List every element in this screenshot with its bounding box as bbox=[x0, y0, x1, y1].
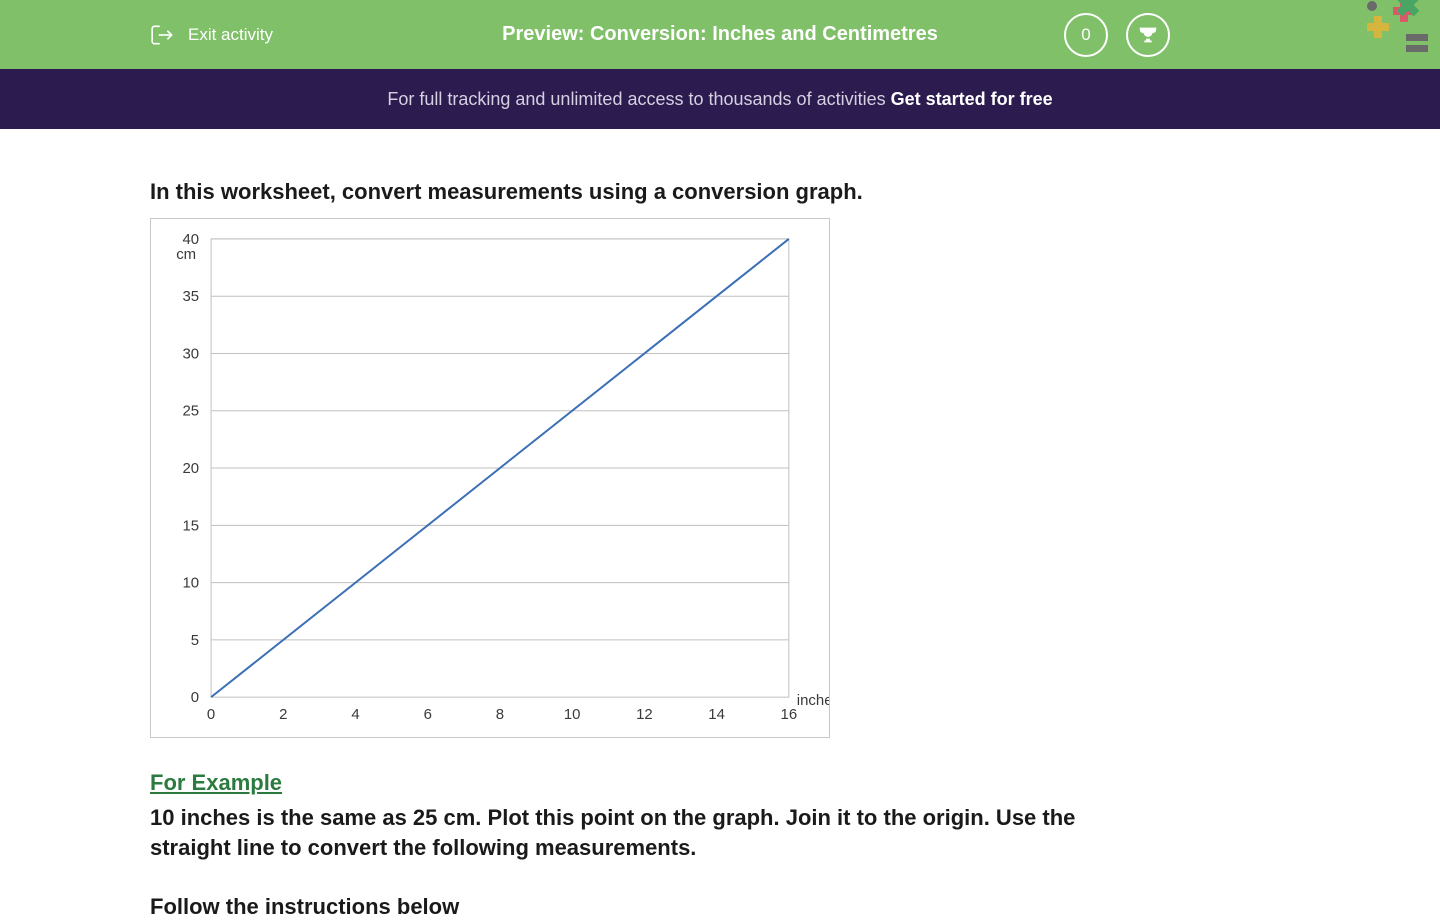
svg-text:cm: cm bbox=[176, 246, 196, 263]
svg-text:4: 4 bbox=[351, 706, 359, 723]
svg-text:10: 10 bbox=[182, 574, 199, 591]
svg-text:0: 0 bbox=[191, 689, 199, 706]
svg-text:6: 6 bbox=[424, 706, 432, 723]
svg-text:inches: inches bbox=[797, 692, 829, 709]
brand-logo-icon bbox=[1364, 0, 1432, 60]
header-controls: 0 bbox=[1064, 13, 1170, 57]
svg-text:14: 14 bbox=[708, 706, 725, 723]
exit-activity-button[interactable]: Exit activity bbox=[150, 22, 273, 48]
promo-banner: For full tracking and unlimited access t… bbox=[0, 69, 1440, 129]
worksheet-content: In this worksheet, convert measurements … bbox=[0, 129, 1290, 923]
exit-label: Exit activity bbox=[188, 25, 273, 45]
header: Exit activity Preview: Conversion: Inche… bbox=[0, 0, 1440, 69]
svg-text:25: 25 bbox=[182, 403, 199, 420]
svg-text:5: 5 bbox=[191, 632, 199, 649]
svg-text:8: 8 bbox=[496, 706, 504, 723]
intro-text: In this worksheet, convert measurements … bbox=[150, 177, 1140, 208]
svg-text:35: 35 bbox=[182, 288, 199, 305]
svg-text:2: 2 bbox=[279, 706, 287, 723]
get-started-link[interactable]: Get started for free bbox=[891, 89, 1053, 109]
svg-text:15: 15 bbox=[182, 517, 199, 534]
svg-text:30: 30 bbox=[182, 345, 199, 362]
banner-text-container: For full tracking and unlimited access t… bbox=[387, 89, 1052, 110]
instructions-heading: Follow the instructions below bbox=[150, 892, 1140, 923]
banner-text: For full tracking and unlimited access t… bbox=[387, 89, 890, 109]
svg-text:10: 10 bbox=[564, 706, 581, 723]
svg-text:12: 12 bbox=[636, 706, 653, 723]
svg-text:0: 0 bbox=[207, 706, 215, 723]
exit-icon bbox=[150, 22, 176, 48]
trophy-icon bbox=[1137, 24, 1159, 46]
svg-text:16: 16 bbox=[781, 706, 798, 723]
score-value: 0 bbox=[1081, 25, 1090, 45]
example-body: 10 inches is the same as 25 cm. Plot thi… bbox=[150, 803, 1140, 865]
example-heading: For Example bbox=[150, 768, 1140, 799]
score-badge[interactable]: 0 bbox=[1064, 13, 1108, 57]
chart-svg: 05101520253035400246810121416cminches bbox=[151, 219, 829, 737]
svg-text:20: 20 bbox=[182, 460, 199, 477]
page-title: Preview: Conversion: Inches and Centimet… bbox=[502, 23, 938, 46]
conversion-chart: 05101520253035400246810121416cminches bbox=[150, 218, 830, 738]
trophy-button[interactable] bbox=[1126, 13, 1170, 57]
